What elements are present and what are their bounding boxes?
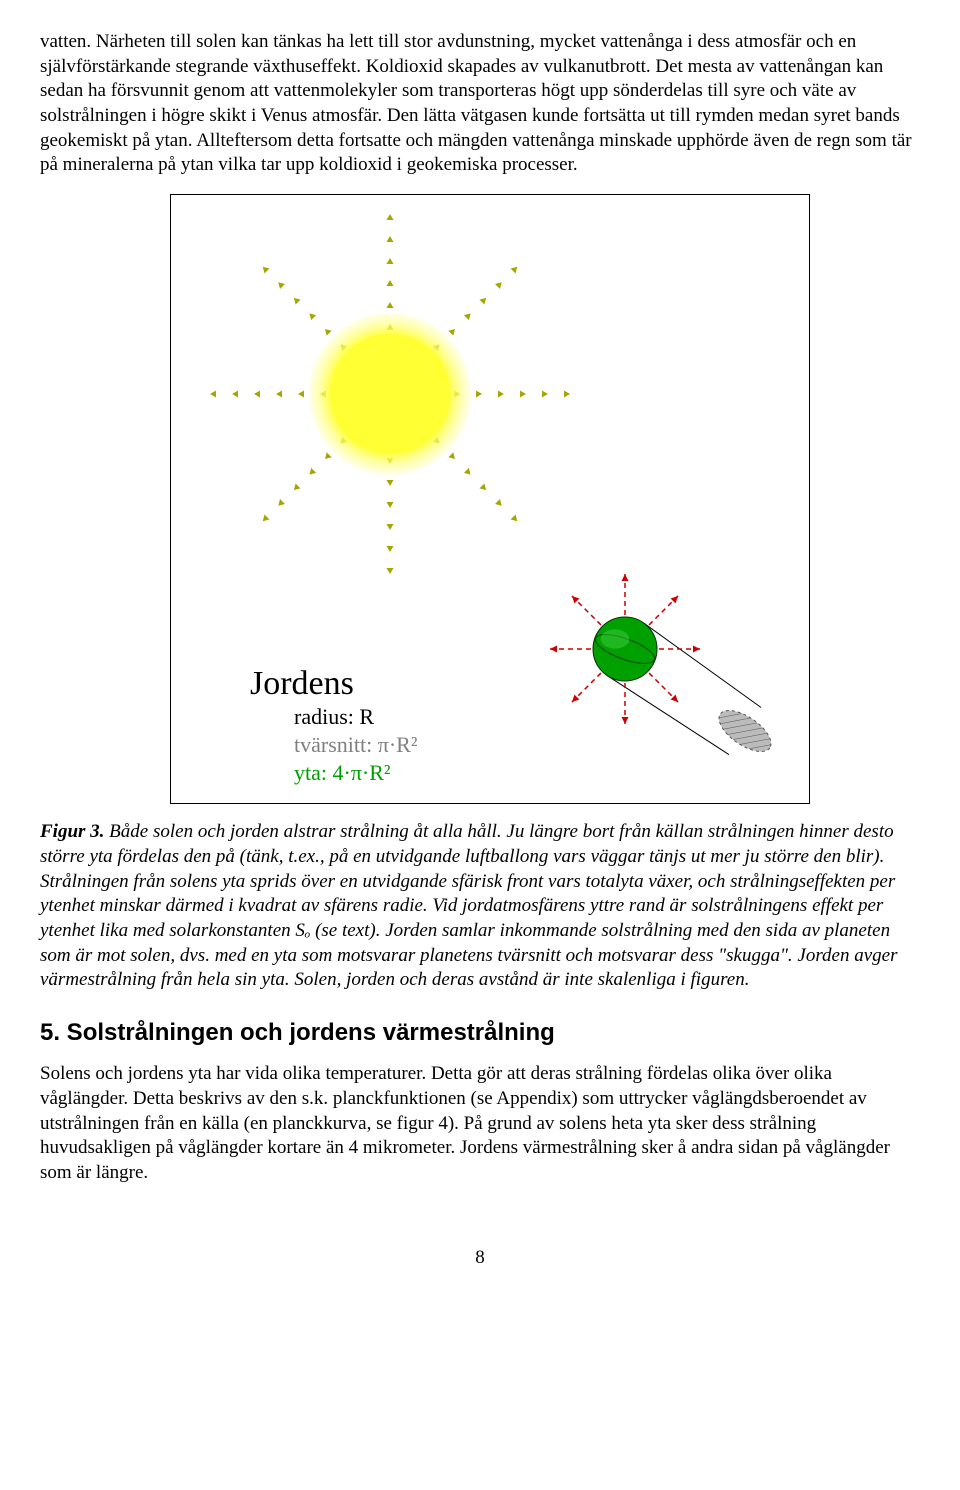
caption-text: Både solen och jorden alstrar strålning … [40,821,898,990]
svg-text:Jordens: Jordens [250,665,354,702]
figure-3-svg: Jordensradius: R tvärsnitt: π·R² yta: 4·π·… [170,194,810,804]
caption-lead: Figur 3. [40,821,104,842]
svg-text:yta: 4·π·R²: yta: 4·π·R² [294,760,391,785]
page-number: 8 [40,1246,920,1271]
paragraph-1: vatten. Närheten till solen kan tänkas h… [40,30,920,178]
section-heading-5: 5. Solstrålningen och jordens värmestrål… [40,1017,920,1048]
svg-text:radius: R: radius: R [294,704,374,729]
figure-3: Jordensradius: R tvärsnitt: π·R² yta: 4·π·… [170,194,810,804]
paragraph-2: Solens och jordens yta har vida olika te… [40,1062,920,1185]
svg-text:tvärsnitt: π·R²: tvärsnitt: π·R² [294,732,418,757]
figure-3-caption: Figur 3. Både solen och jorden alstrar s… [40,820,920,993]
